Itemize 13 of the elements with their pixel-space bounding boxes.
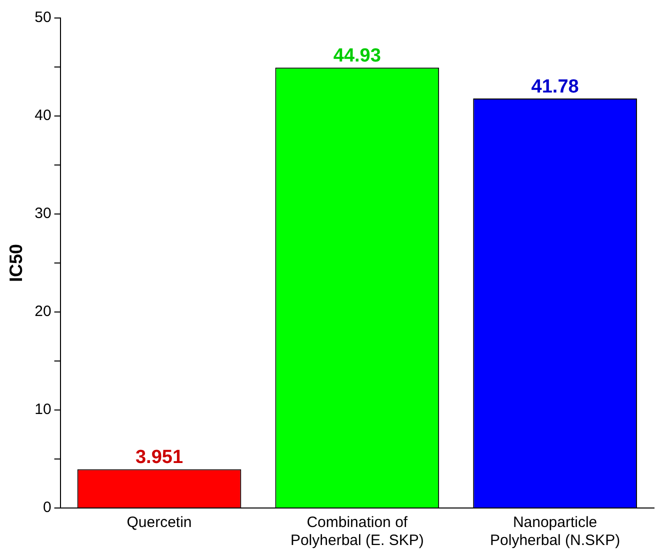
y-tick-label: 20 bbox=[34, 303, 52, 320]
x-tick-label: Combination of Polyherbal (E. SKP) bbox=[290, 514, 424, 550]
x-tick-label: Nanoparticle Polyherbal (N.SKP) bbox=[490, 514, 620, 550]
y-tick-label: 30 bbox=[34, 205, 52, 222]
y-tick-label: 0 bbox=[42, 499, 52, 516]
y-axis-title: IC50 bbox=[6, 244, 26, 282]
y-tick-label: 50 bbox=[34, 9, 52, 26]
x-tick-label: Quercetin bbox=[126, 514, 192, 532]
data-label: 3.951 bbox=[135, 447, 184, 468]
y-tick-label: 10 bbox=[34, 401, 52, 418]
data-label: 44.93 bbox=[333, 45, 381, 66]
data-label: 41.78 bbox=[531, 76, 579, 98]
y-tick-label: 40 bbox=[34, 107, 52, 124]
